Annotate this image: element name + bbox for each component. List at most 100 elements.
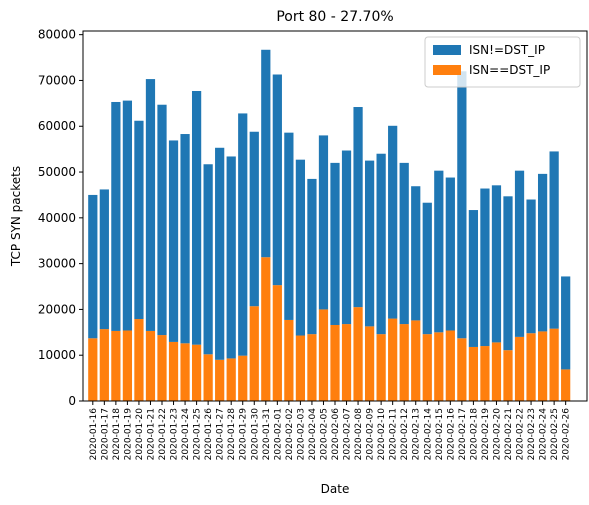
bar — [226, 156, 236, 359]
bar — [249, 306, 259, 401]
y-tick-label: 50000 — [38, 165, 76, 179]
bar — [491, 342, 502, 401]
x-tick-label: 2020-02-10 — [377, 408, 387, 461]
bar — [134, 319, 144, 401]
x-tick-label: 2020-01-24 — [181, 408, 191, 461]
bar — [388, 318, 398, 401]
bar — [376, 334, 386, 401]
x-tick-label: 2020-02-02 — [285, 408, 295, 460]
bar — [364, 326, 375, 401]
bar — [549, 328, 559, 401]
bar — [503, 196, 513, 351]
bar — [111, 330, 121, 401]
bar — [261, 257, 271, 401]
bar — [307, 178, 317, 335]
bar — [249, 131, 259, 307]
y-axis-label: TCP SYN packets — [9, 166, 23, 267]
bar — [203, 354, 213, 401]
bar — [514, 170, 525, 337]
bar — [180, 343, 190, 401]
x-tick-label: 2020-02-24 — [539, 408, 549, 461]
bar — [503, 350, 513, 401]
x-tick-label: 2020-02-09 — [366, 408, 376, 461]
x-tick-label: 2020-02-13 — [412, 408, 422, 460]
bar — [434, 332, 444, 401]
bar — [561, 276, 571, 370]
bar — [353, 107, 363, 308]
bar — [88, 338, 98, 401]
bar — [261, 49, 271, 258]
bar — [445, 330, 455, 401]
bar — [203, 164, 213, 355]
bar — [457, 71, 467, 339]
bar — [526, 333, 536, 401]
bar — [491, 185, 502, 343]
bar — [122, 330, 133, 401]
x-tick-label: 2020-02-26 — [562, 408, 572, 461]
bar — [191, 90, 202, 345]
bar — [295, 159, 306, 336]
y-tick-label: 70000 — [38, 73, 76, 87]
y-tick-label: 0 — [68, 394, 76, 408]
bar — [238, 355, 248, 401]
plot-frame — [82, 30, 588, 402]
bar — [157, 104, 167, 336]
x-tick-label: 2020-01-21 — [146, 408, 156, 460]
legend-label: ISN==DST_IP — [469, 63, 550, 77]
x-tick-label: 2020-01-29 — [239, 408, 249, 461]
bar — [561, 369, 571, 401]
x-tick-label: 2020-02-22 — [516, 408, 526, 460]
bar — [134, 120, 144, 320]
x-tick-label: 2020-02-16 — [446, 408, 456, 461]
chart-title: Port 80 - 27.70% — [276, 9, 393, 25]
bar — [215, 147, 225, 360]
bar — [145, 330, 156, 401]
x-tick-label: 2020-01-27 — [216, 408, 226, 460]
bar — [376, 153, 386, 335]
bar — [145, 79, 156, 331]
x-tick-label: 2020-01-26 — [204, 408, 214, 461]
bar — [468, 210, 479, 347]
bar — [341, 150, 352, 325]
x-tick-label: 2020-02-17 — [458, 408, 468, 460]
bar — [272, 285, 282, 401]
bar — [295, 335, 306, 401]
x-tick-label: 2020-01-22 — [158, 408, 168, 460]
x-tick-label: 2020-02-14 — [423, 408, 433, 461]
bar — [353, 307, 363, 401]
bar — [457, 338, 467, 401]
x-tick-label: 2020-02-20 — [492, 408, 502, 461]
bar — [411, 320, 421, 401]
y-tick-label: 40000 — [38, 211, 76, 225]
bar — [422, 334, 432, 401]
bar — [388, 125, 398, 319]
bar — [341, 324, 352, 401]
bar — [514, 336, 525, 401]
bar — [284, 319, 294, 401]
bar — [549, 151, 559, 329]
legend-box — [424, 36, 581, 88]
bar — [422, 202, 432, 335]
y-tick-label: 10000 — [38, 348, 76, 362]
bar — [238, 113, 248, 356]
bar — [411, 186, 421, 321]
legend-label: ISN!=DST_IP — [469, 43, 545, 57]
bar — [168, 341, 179, 401]
x-tick-label: 2020-01-17 — [100, 408, 110, 460]
x-tick-label: 2020-02-08 — [354, 408, 364, 461]
x-tick-label: 2020-02-23 — [527, 408, 537, 460]
bar — [99, 329, 109, 401]
x-tick-label: 2020-02-04 — [308, 408, 318, 461]
bar — [399, 162, 409, 325]
x-tick-label: 2020-02-11 — [389, 408, 399, 460]
x-tick-label: 2020-02-01 — [273, 408, 283, 460]
x-tick-label: 2020-01-18 — [112, 408, 122, 461]
x-tick-label: 2020-01-20 — [135, 408, 145, 461]
x-tick-label: 2020-01-19 — [123, 408, 133, 461]
bar — [399, 324, 409, 401]
bar — [88, 194, 98, 339]
x-tick-label: 2020-02-03 — [296, 408, 306, 460]
bar — [318, 135, 329, 310]
bar — [364, 160, 375, 327]
